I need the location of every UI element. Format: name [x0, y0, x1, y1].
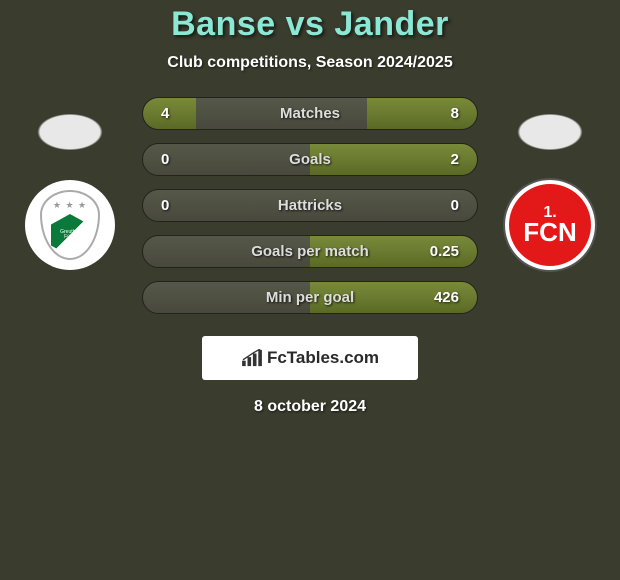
club-left-shield: ★ ★ ★ GreutherFürth [40, 190, 100, 260]
stat-row: 0 Goals 2 [142, 143, 478, 176]
player-right-column: 1. FCN [490, 97, 610, 270]
player-left-photo [20, 102, 120, 162]
stat-value-right: 0 [451, 197, 459, 214]
stat-row: 4 Matches 8 [142, 97, 478, 130]
shield-icon: GreutherFürth [51, 214, 89, 256]
stats-column: 4 Matches 8 0 Goals 2 0 Hattricks 0 Goals per mat… [130, 97, 490, 314]
stat-label: Goals [289, 151, 331, 168]
stat-label: Hattricks [278, 197, 342, 214]
player-right-photo [500, 102, 600, 162]
stat-row: Goals per match 0.25 [142, 235, 478, 268]
main-container: Banse vs Jander Club competitions, Seaso… [0, 0, 620, 416]
stats-area: ★ ★ ★ GreutherFürth 4 Matches 8 0 Goals 2 0 Hat… [0, 97, 620, 314]
stat-value-right: 2 [451, 151, 459, 168]
stat-value-right: 426 [434, 289, 459, 306]
bar-left [143, 98, 196, 129]
stars-icon: ★ ★ ★ [53, 200, 87, 211]
stat-row: 0 Hattricks 0 [142, 189, 478, 222]
stat-value-right: 8 [451, 105, 459, 122]
chart-icon [241, 349, 263, 367]
shield-text: GreutherFürth [60, 230, 80, 240]
stat-label: Goals per match [251, 243, 369, 260]
stat-value-left: 0 [161, 197, 169, 214]
bar-right [367, 98, 477, 129]
player-left-column: ★ ★ ★ GreutherFürth [10, 97, 130, 270]
club-right-logo: 1. FCN [505, 180, 595, 270]
brand-text: FcTables.com [267, 348, 379, 368]
stat-value-left: 0 [161, 151, 169, 168]
date-text: 8 october 2024 [0, 398, 620, 416]
stat-row: Min per goal 426 [142, 281, 478, 314]
club-right-main: FCN [523, 219, 576, 245]
stat-value-right: 0.25 [430, 243, 459, 260]
brand-box: FcTables.com [202, 336, 418, 380]
page-title: Banse vs Jander [0, 5, 620, 44]
subtitle: Club competitions, Season 2024/2025 [0, 54, 620, 72]
club-left-logo: ★ ★ ★ GreutherFürth [25, 180, 115, 270]
stat-value-left: 4 [161, 105, 169, 122]
stat-label: Matches [280, 105, 340, 122]
stat-label: Min per goal [266, 289, 354, 306]
